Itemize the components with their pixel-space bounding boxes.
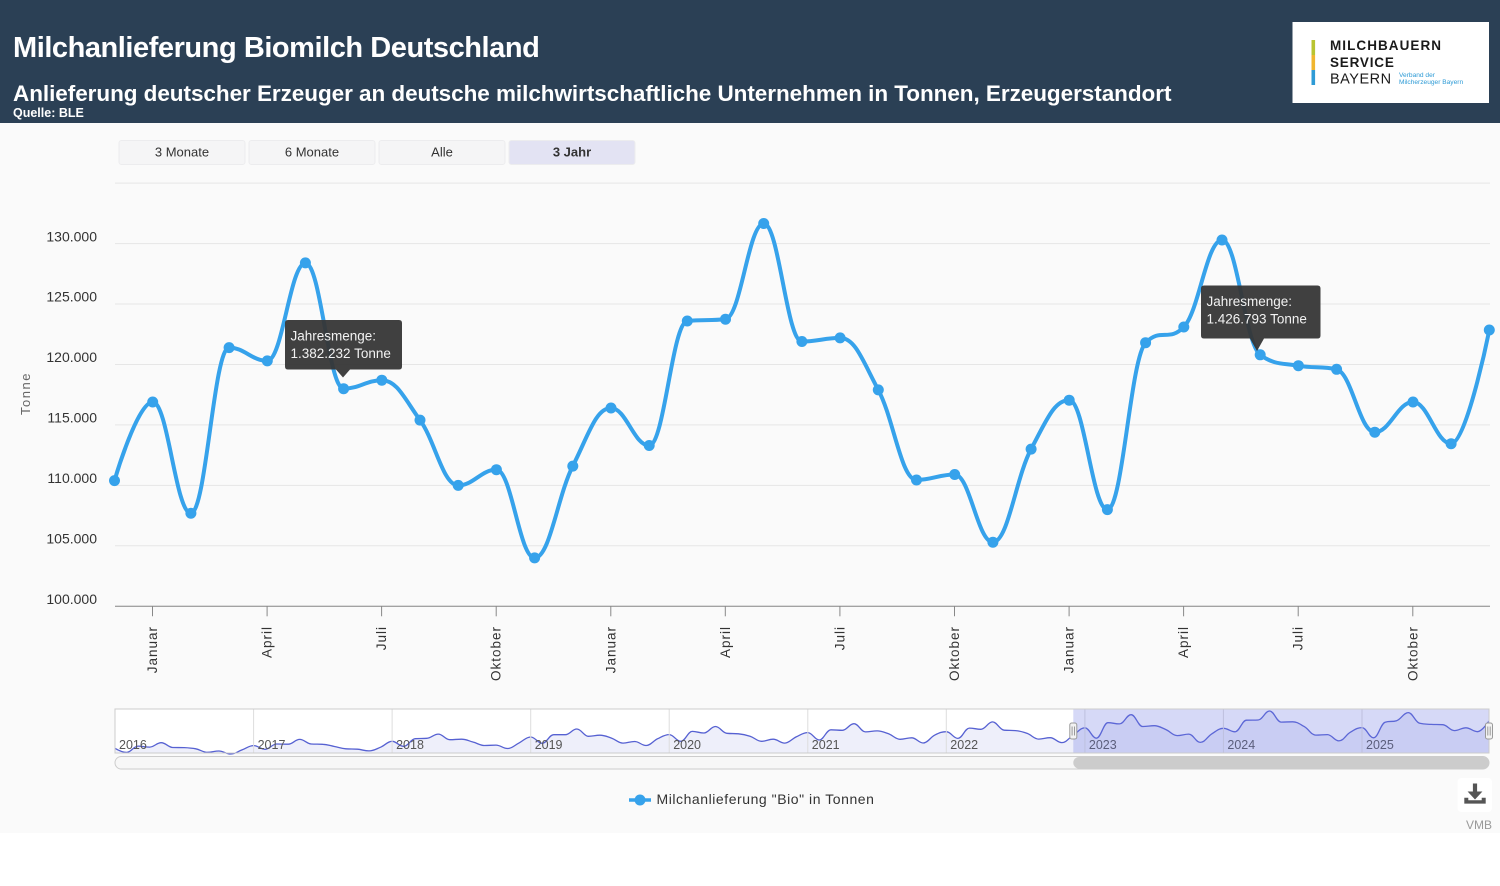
svg-text:1.426.793 Tonne: 1.426.793 Tonne [1207, 312, 1307, 327]
svg-text:115.000: 115.000 [47, 410, 97, 426]
svg-text:Anlieferung deutscher Erzeuger: Anlieferung deutscher Erzeuger an deutsc… [13, 81, 1172, 106]
svg-text:Januar: Januar [603, 626, 618, 673]
svg-text:April: April [718, 626, 733, 658]
svg-text:Jahresmenge:: Jahresmenge: [1207, 294, 1293, 309]
svg-text:2025: 2025 [1366, 738, 1394, 752]
svg-text:Juli: Juli [832, 626, 847, 650]
svg-text:Verband der: Verband der [1399, 72, 1436, 79]
svg-text:110.000: 110.000 [47, 470, 97, 486]
svg-text:Oktober: Oktober [489, 626, 504, 681]
svg-text:April: April [1176, 626, 1191, 658]
svg-text:2022: 2022 [950, 738, 978, 752]
svg-text:120.000: 120.000 [46, 349, 97, 365]
svg-text:2021: 2021 [812, 738, 840, 752]
svg-text:2023: 2023 [1089, 738, 1117, 752]
svg-text:Tonne: Tonne [18, 372, 33, 415]
svg-text:1.382.232 Tonne: 1.382.232 Tonne [291, 346, 391, 361]
svg-text:105.000: 105.000 [46, 531, 97, 547]
svg-text:Juli: Juli [374, 626, 389, 650]
svg-text:VMB: VMB [1466, 818, 1492, 832]
svg-text:Januar: Januar [145, 626, 160, 673]
svg-text:Alle: Alle [431, 145, 453, 160]
svg-text:2016: 2016 [119, 738, 147, 752]
svg-text:3 Jahr: 3 Jahr [553, 145, 591, 160]
svg-text:Milchanlieferung Biomilch Deut: Milchanlieferung Biomilch Deutschland [13, 32, 539, 64]
svg-text:2018: 2018 [396, 738, 424, 752]
svg-text:125.000: 125.000 [46, 289, 97, 305]
svg-text:Oktober: Oktober [947, 626, 962, 681]
svg-text:Januar: Januar [1062, 626, 1077, 673]
svg-text:Jahresmenge:: Jahresmenge: [291, 329, 377, 344]
svg-text:Oktober: Oktober [1405, 626, 1420, 681]
svg-text:SERVICE: SERVICE [1330, 55, 1395, 70]
svg-text:130.000: 130.000 [46, 228, 97, 244]
svg-text:April: April [260, 626, 275, 658]
svg-text:Quelle: BLE: Quelle: BLE [13, 106, 84, 120]
svg-text:BAYERN: BAYERN [1330, 72, 1392, 88]
svg-text:2019: 2019 [535, 738, 563, 752]
svg-text:100.000: 100.000 [46, 591, 97, 607]
svg-text:Milchanlieferung "Bio" in Tonn: Milchanlieferung "Bio" in Tonnen [657, 791, 875, 807]
svg-text:6 Monate: 6 Monate [285, 145, 339, 160]
svg-text:2024: 2024 [1227, 738, 1255, 752]
svg-text:Milcherzeuger Bayern: Milcherzeuger Bayern [1399, 79, 1463, 86]
svg-text:3 Monate: 3 Monate [155, 145, 209, 160]
svg-text:Juli: Juli [1291, 626, 1306, 650]
svg-text:2017: 2017 [258, 738, 286, 752]
svg-text:2020: 2020 [673, 738, 701, 752]
svg-text:MILCHBAUERN: MILCHBAUERN [1330, 38, 1442, 53]
